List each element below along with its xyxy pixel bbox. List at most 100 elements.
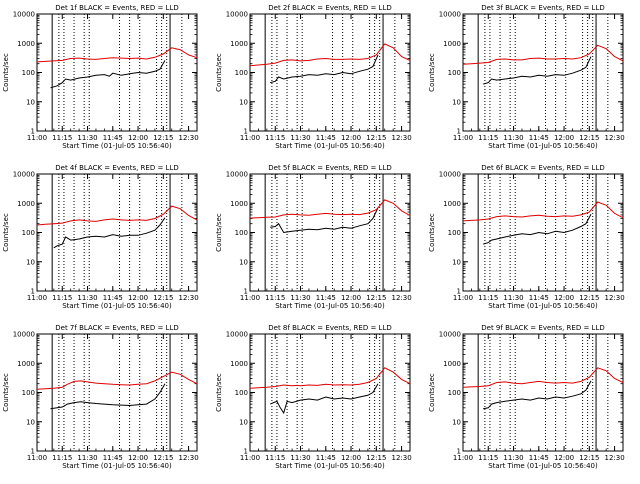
x-tick-label: 12:00 [554, 294, 574, 302]
events-series-line [50, 383, 166, 410]
y-tick-label: 10000 [439, 11, 461, 19]
y-tick-label: 10000 [13, 171, 35, 179]
x-tick-label: 11:00 [27, 454, 47, 462]
x-tick-label: 11:00 [27, 294, 47, 302]
x-tick-label: 11:45 [103, 454, 123, 462]
plot-frame [36, 333, 198, 452]
lld-series-line [249, 367, 411, 389]
x-tick-label: 11:30 [77, 294, 97, 302]
y-tick-label: 10 [239, 98, 248, 106]
y-tick-label: 10000 [226, 331, 248, 339]
y-tick-label: 10000 [226, 171, 248, 179]
x-tick-label: 11:45 [529, 134, 549, 142]
x-axis-label: Start Time (01-Jul-05 10:56:40) [488, 142, 598, 150]
y-tick-label: 1 [244, 448, 248, 456]
detector-panel-1: Det 1f BLACK = Events, RED = LLD 1 10 100 10… [2, 4, 199, 150]
y-tick-label: 1 [457, 288, 461, 296]
events-series-line [270, 207, 379, 234]
x-tick-label: 12:00 [341, 134, 361, 142]
events-series-line [483, 214, 592, 245]
x-tick-label: 12:30 [391, 134, 411, 142]
y-tick-label: 1 [31, 128, 35, 136]
y-axis-label: Counts/sec [215, 373, 223, 412]
lld-series-line [462, 44, 624, 65]
y-axis-label: Counts/sec [2, 213, 10, 252]
x-tick-label: 12:00 [554, 454, 574, 462]
x-axis-label: Start Time (01-Jul-05 10:56:40) [62, 302, 172, 310]
y-axis-label: Counts/sec [428, 373, 436, 412]
x-tick-label: 12:15 [153, 454, 173, 462]
y-tick-label: 100 [448, 69, 461, 77]
y-tick-label: 1000 [443, 200, 461, 208]
panel-title: Det 7f BLACK = Events, RED = LLD [55, 324, 178, 332]
plot-frame [462, 333, 624, 452]
x-tick-label: 12:15 [579, 294, 599, 302]
y-axis-label: Counts/sec [428, 53, 436, 92]
plot-frame [249, 13, 411, 132]
y-tick-label: 1 [457, 448, 461, 456]
y-tick-label: 100 [22, 389, 35, 397]
y-tick-label: 100 [448, 389, 461, 397]
x-tick-label: 11:30 [290, 134, 310, 142]
x-tick-label: 12:30 [178, 294, 198, 302]
y-tick-label: 1000 [230, 360, 248, 368]
y-tick-label: 10000 [439, 171, 461, 179]
lld-series-line [249, 43, 411, 67]
x-tick-label: 12:00 [128, 454, 148, 462]
x-tick-label: 12:30 [604, 454, 624, 462]
y-tick-label: 1 [244, 128, 248, 136]
plot-frame [36, 173, 198, 292]
x-tick-label: 12:15 [579, 454, 599, 462]
panel-title: Det 2f BLACK = Events, RED = LLD [268, 4, 391, 12]
x-tick-label: 12:30 [178, 454, 198, 462]
detector-panel-9: Det 9f BLACK = Events, RED = LLD 1 10 100 10… [428, 324, 625, 470]
y-tick-label: 10 [452, 98, 461, 106]
lld-series-line [249, 199, 411, 219]
y-tick-label: 1 [31, 448, 35, 456]
events-series-line [53, 217, 166, 249]
x-axis-label: Start Time (01-Jul-05 10:56:40) [62, 462, 172, 470]
y-tick-label: 100 [448, 229, 461, 237]
x-tick-label: 11:00 [453, 294, 473, 302]
lld-series-line [36, 205, 198, 226]
y-tick-label: 10 [239, 258, 248, 266]
x-tick-label: 11:30 [503, 134, 523, 142]
x-tick-label: 12:30 [604, 134, 624, 142]
x-axis-label: Start Time (01-Jul-05 10:56:40) [275, 142, 385, 150]
y-tick-label: 100 [22, 69, 35, 77]
y-tick-label: 10000 [13, 11, 35, 19]
y-tick-label: 1000 [230, 40, 248, 48]
events-series-line [50, 60, 166, 89]
lld-series-line [36, 371, 198, 390]
x-axis-label: Start Time (01-Jul-05 10:56:40) [275, 302, 385, 310]
x-tick-label: 11:45 [103, 294, 123, 302]
x-tick-label: 11:00 [240, 454, 260, 462]
x-tick-label: 11:15 [265, 134, 285, 142]
panel-title: Det 3f BLACK = Events, RED = LLD [481, 4, 604, 12]
panel-title: Det 8f BLACK = Events, RED = LLD [268, 324, 391, 332]
events-series-line [269, 383, 379, 415]
x-tick-label: 12:15 [579, 134, 599, 142]
y-axis-label: Counts/sec [2, 53, 10, 92]
y-tick-label: 10000 [439, 331, 461, 339]
y-tick-label: 10000 [226, 11, 248, 19]
x-tick-label: 12:30 [604, 294, 624, 302]
x-axis-label: Start Time (01-Jul-05 10:56:40) [275, 462, 385, 470]
x-tick-label: 11:00 [453, 134, 473, 142]
detector-panel-2: Det 2f BLACK = Events, RED = LLD 1 10 100 10… [215, 4, 412, 150]
x-tick-label: 11:45 [529, 454, 549, 462]
detector-panel-4: Det 4f BLACK = Events, RED = LLD 1 10 100 10… [2, 164, 199, 310]
x-tick-label: 12:30 [391, 454, 411, 462]
x-tick-label: 12:30 [178, 134, 198, 142]
x-tick-label: 11:15 [52, 294, 72, 302]
x-tick-label: 12:00 [128, 134, 148, 142]
detector-panel-7: Det 7f BLACK = Events, RED = LLD 1 10 100 10… [2, 324, 199, 470]
panel-title: Det 1f BLACK = Events, RED = LLD [55, 4, 178, 12]
x-tick-label: 11:30 [77, 454, 97, 462]
x-tick-label: 12:15 [366, 134, 386, 142]
x-tick-label: 12:30 [391, 294, 411, 302]
x-tick-label: 12:00 [128, 294, 148, 302]
events-series-line [483, 56, 592, 85]
